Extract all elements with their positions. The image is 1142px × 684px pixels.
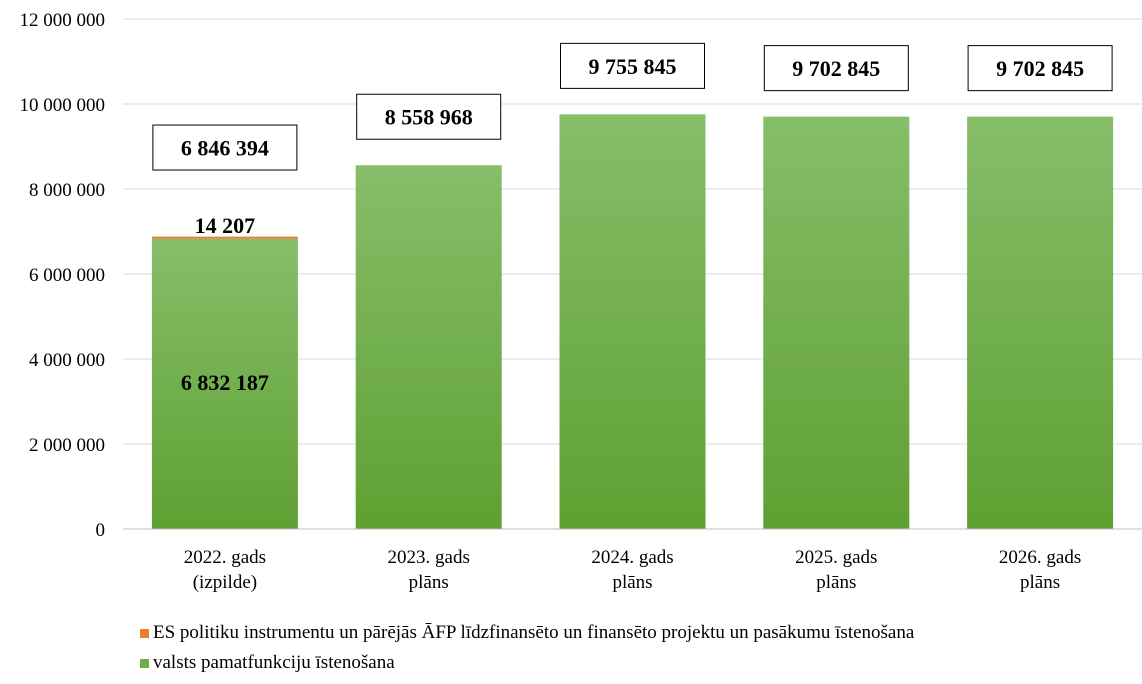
y-tick-label: 2 000 000	[29, 435, 105, 456]
segment-label-valsts: 6 832 187	[181, 370, 269, 395]
x-tick-label: 2024. gads plāns	[591, 547, 673, 593]
bars	[151, 114, 1114, 529]
legend-item-es: ES politiku instrumentu un pārējās ĀFP l…	[140, 618, 914, 648]
y-tick-label: 8 000 000	[29, 180, 105, 201]
total-label: 8 558 968	[385, 105, 473, 130]
x-tick-label: 2026. gads plāns	[999, 547, 1081, 593]
legend-label-es: ES politiku instrumentu un pārējās ĀFP l…	[153, 622, 915, 643]
y-tick-label: 6 000 000	[29, 265, 105, 286]
bar-chart: 0 2 000 000 4 000 000 6 000 000 8 000 000 10 …	[20, 10, 1142, 593]
total-label-box	[356, 93, 502, 140]
bar-valsts	[763, 116, 910, 529]
x-axis: 2022. gads (izpilde) 2023. gads plāns 2024. …	[123, 528, 1142, 593]
x-tick-label: 2022. gads (izpilde)	[184, 547, 266, 593]
legend-label-valsts: valsts pamatfunkciju īstenošana	[153, 652, 395, 673]
total-label: 9 755 845	[589, 54, 677, 79]
bar-valsts	[355, 165, 502, 529]
y-axis: 0 2 000 000 4 000 000 6 000 000 8 000 000 10 …	[20, 10, 106, 541]
total-label: 6 846 394	[181, 136, 269, 161]
total-label: 9 702 845	[996, 56, 1084, 81]
legend: ES politiku instrumentu un pārējās ĀFP l…	[140, 618, 914, 678]
y-tick-label: 10 000 000	[20, 95, 106, 116]
legend-swatch-green	[140, 658, 149, 668]
bar-valsts	[559, 114, 706, 529]
y-tick-label: 4 000 000	[29, 350, 105, 371]
total-label-box	[967, 45, 1113, 92]
bar-es	[151, 236, 298, 239]
total-label-box	[763, 45, 909, 92]
segment-label-es: 14 207	[195, 213, 256, 238]
bar-valsts	[151, 238, 298, 529]
y-tick-label: 12 000 000	[20, 10, 106, 31]
total-label-box	[152, 124, 298, 171]
y-tick-label: 0	[96, 520, 106, 541]
total-label-box	[560, 42, 705, 89]
total-label: 9 702 845	[792, 56, 880, 81]
legend-swatch-orange	[140, 628, 149, 638]
data-labels: 6 832 187 14 207 6 846 394 8 558 968 9 755 8…	[152, 42, 1113, 395]
legend-item-valsts: valsts pamatfunkciju īstenošana	[140, 648, 914, 678]
x-tick-label: 2025. gads plāns	[795, 547, 877, 593]
x-tick-label: 2023. gads plāns	[388, 547, 470, 593]
bar-valsts	[967, 116, 1114, 529]
